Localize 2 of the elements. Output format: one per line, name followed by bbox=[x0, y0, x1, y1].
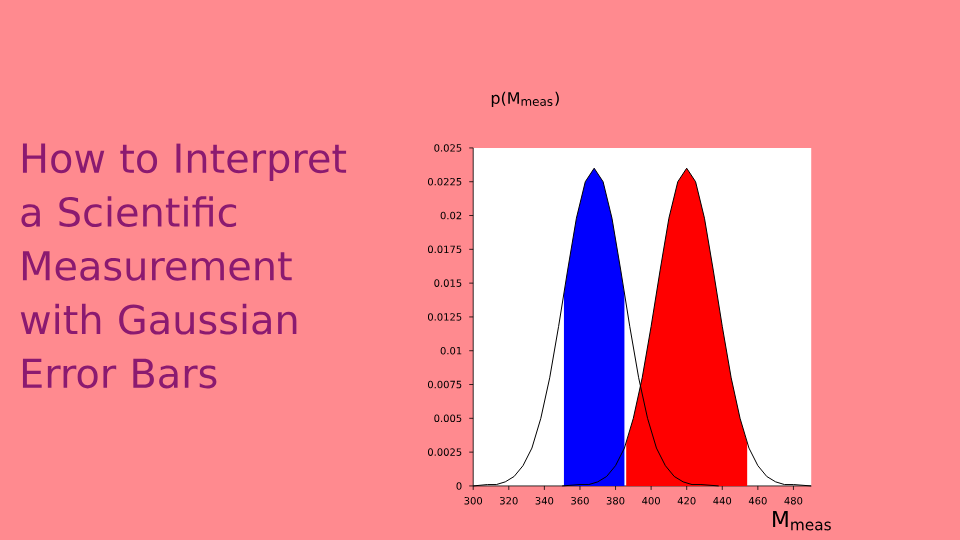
text: How to Interpret a Scientific Measurement with Gaussian Error Bars bbox=[20, 143, 347, 389]
x-axis-title: M$_{meas}$ bbox=[773, 510, 831, 531]
